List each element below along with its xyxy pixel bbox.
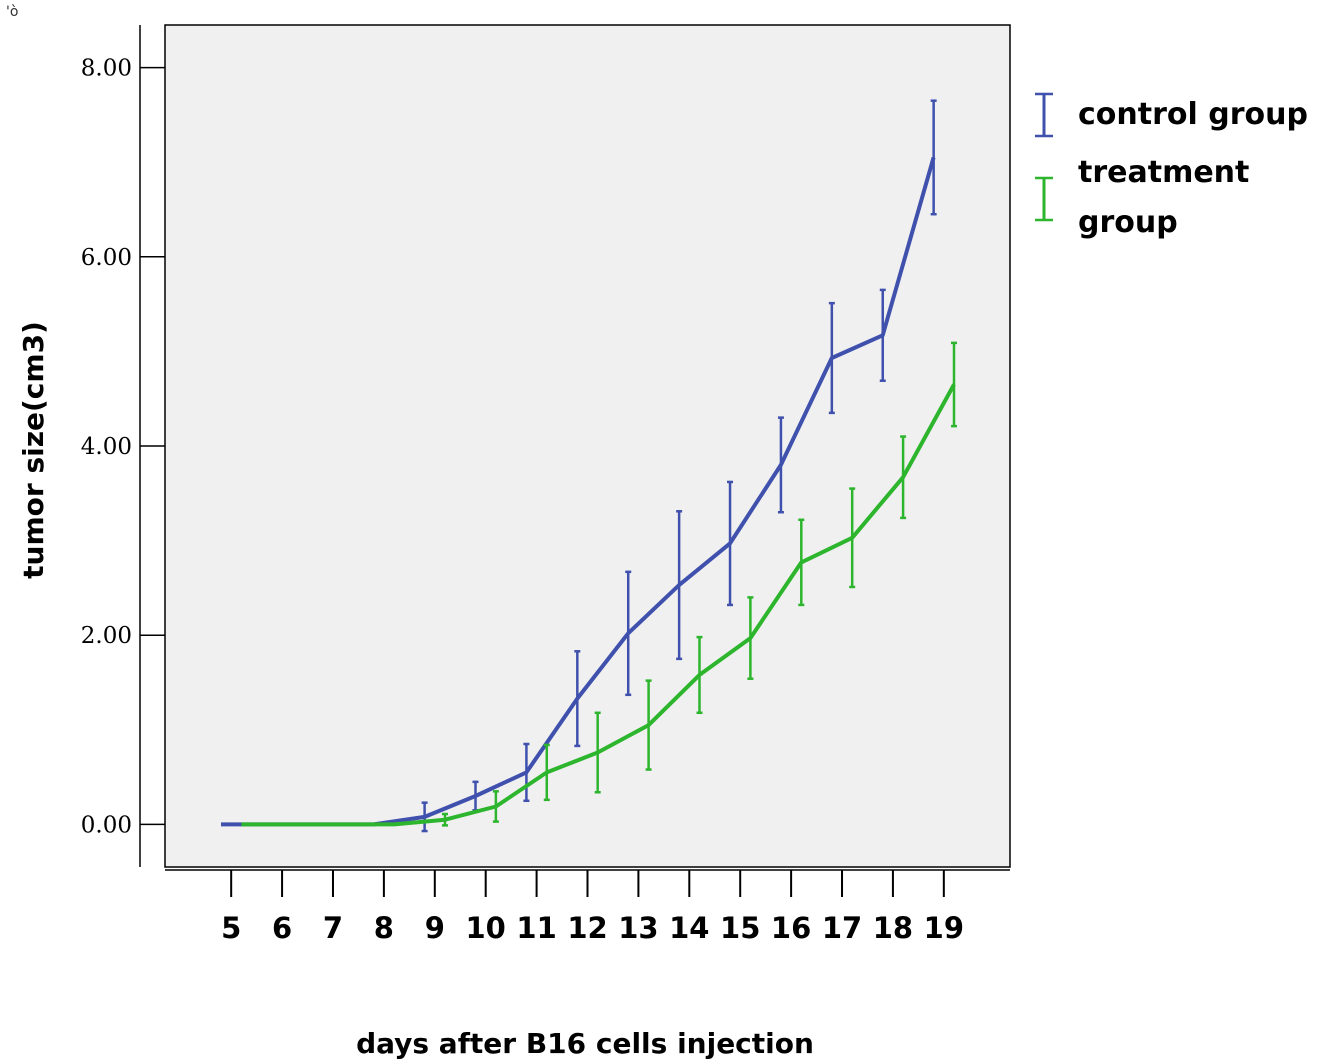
y-tick-label: 2.00 bbox=[81, 623, 132, 649]
error-bar-treatment-group bbox=[441, 812, 448, 827]
error-bar-control-group bbox=[727, 480, 734, 607]
x-tick-label: 11 bbox=[516, 911, 556, 945]
legend-label-treatment-group: treatment group bbox=[1078, 155, 1249, 240]
legend-swatch-control-group bbox=[1035, 92, 1053, 138]
error-bar-treatment-group bbox=[492, 790, 499, 823]
x-axis-title: days after B16 cells injection bbox=[356, 1027, 814, 1060]
legend: control group treatment group bbox=[1035, 92, 1308, 240]
error-bar-treatment-group bbox=[798, 518, 805, 607]
error-bar-treatment-group bbox=[747, 596, 754, 680]
y-tick-label: 8.00 bbox=[81, 56, 132, 82]
x-tick-label: 5 bbox=[221, 911, 241, 945]
legend-item-treatment-group: treatment group bbox=[1035, 155, 1249, 240]
x-tick-label: 19 bbox=[924, 911, 964, 945]
x-tick-label: 8 bbox=[374, 911, 394, 945]
corner-mark: 'ò bbox=[6, 4, 19, 20]
x-tick-label: 12 bbox=[567, 911, 607, 945]
y-tick-label: 4.00 bbox=[81, 434, 132, 460]
legend-swatch-treatment-group bbox=[1035, 176, 1053, 222]
x-tick-label: 18 bbox=[873, 911, 913, 945]
plot-area bbox=[164, 24, 1011, 868]
x-tick-label: 6 bbox=[272, 911, 292, 945]
x-tick-label: 10 bbox=[466, 911, 506, 945]
series-layer bbox=[221, 99, 958, 833]
x-axis: 5 6 7 8 9 10 11 12 13 14 15 16 17 18 19 bbox=[165, 869, 1010, 945]
error-bar-treatment-group bbox=[594, 711, 601, 794]
legend-item-control-group: control group bbox=[1035, 92, 1308, 138]
error-bar-treatment-group bbox=[543, 743, 550, 802]
x-tick-label: 16 bbox=[771, 911, 811, 945]
error-bar-treatment-group bbox=[696, 635, 703, 715]
error-bar-control-group bbox=[574, 650, 581, 748]
error-bar-control-group bbox=[879, 288, 886, 382]
y-tick-label: 0.00 bbox=[81, 812, 132, 838]
y-axis-title: tumor size(cm3) bbox=[17, 321, 50, 579]
x-tick-label: 15 bbox=[720, 911, 760, 945]
x-tick-label: 14 bbox=[669, 911, 709, 945]
error-bar-control-group bbox=[777, 416, 784, 514]
x-tick-label: 9 bbox=[425, 911, 445, 945]
error-bar-control-group bbox=[676, 510, 683, 661]
error-bar-control-group bbox=[421, 801, 428, 833]
error-bar-control-group bbox=[523, 742, 530, 803]
error-bar-control-group bbox=[930, 99, 937, 216]
x-tick-label: 17 bbox=[822, 911, 862, 945]
error-bar-control-group bbox=[625, 570, 632, 697]
error-bar-control-group bbox=[828, 301, 835, 415]
error-bar-treatment-group bbox=[849, 487, 856, 589]
x-tick-label: 7 bbox=[323, 911, 343, 945]
legend-label-line: group bbox=[1078, 205, 1178, 240]
error-bar-treatment-group bbox=[951, 341, 958, 428]
error-bar-treatment-group bbox=[900, 435, 907, 520]
y-axis: 0.00 2.00 4.00 6.00 8.00 bbox=[81, 25, 165, 867]
series-treatment-group bbox=[241, 341, 958, 827]
legend-label-line: treatment bbox=[1078, 155, 1249, 190]
legend-label-control-group: control group bbox=[1078, 97, 1308, 132]
error-bar-treatment-group bbox=[645, 679, 652, 771]
y-tick-label: 6.00 bbox=[81, 245, 132, 271]
x-tick-label: 13 bbox=[618, 911, 658, 945]
